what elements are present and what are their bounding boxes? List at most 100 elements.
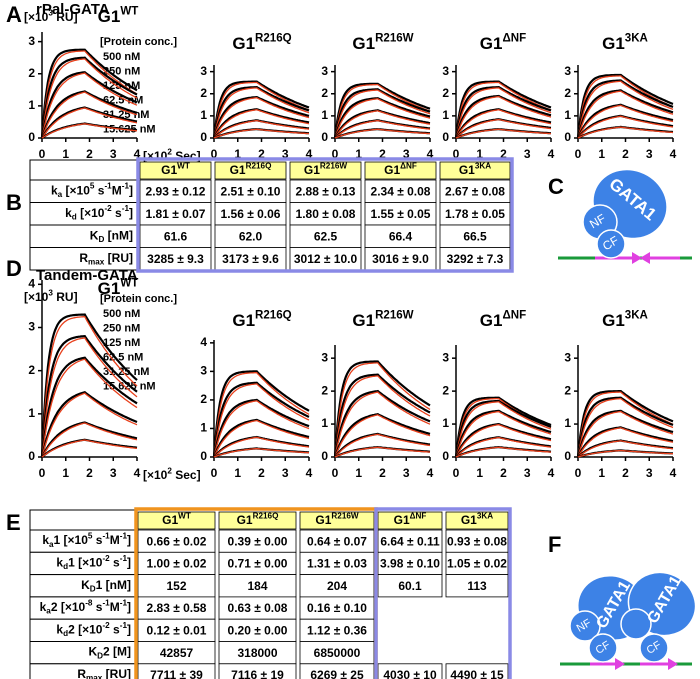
x-tick-label: 1 <box>476 147 483 161</box>
y-tick-label: 2 <box>28 363 35 377</box>
x-tick-label: 1 <box>476 466 483 480</box>
x-tick-label: 4 <box>670 466 677 480</box>
sensorgram <box>576 396 674 458</box>
cell-text: 6850000 <box>314 646 361 660</box>
text-part: k <box>56 556 63 570</box>
text-part: a <box>58 190 63 199</box>
text-part: G1 <box>98 279 121 298</box>
sensorgram <box>40 334 138 458</box>
text-part: [×10 <box>143 468 168 482</box>
text-part: G1 <box>480 34 503 53</box>
text-part: G1 <box>384 163 400 177</box>
chart-title: G1R216W <box>352 33 413 54</box>
cell-text: 0.63 ± 0.08 <box>228 601 288 615</box>
sensorgram <box>576 409 674 458</box>
text-part: R <box>79 251 88 265</box>
fit-curve <box>455 446 552 458</box>
x-tick-label: 1 <box>62 147 69 161</box>
fit-curve <box>334 414 431 458</box>
sensorgram <box>576 79 674 139</box>
cell-text: 7116 ± 19 <box>231 668 284 679</box>
sensorgram <box>576 89 674 139</box>
cell-text: 0.16 ± 0.10 <box>307 601 367 615</box>
column-header: G13KA <box>459 162 491 178</box>
fit-curve <box>213 383 310 458</box>
text-part: d <box>63 562 68 571</box>
text-part: WT <box>177 162 190 171</box>
text-part: s <box>92 600 102 614</box>
fit-curve <box>213 419 310 458</box>
legend-entry: 31.25 nM <box>103 366 149 378</box>
text-part: 1 [nM] <box>96 578 131 592</box>
x-tick-label: 1 <box>355 147 362 161</box>
panel-letter: A <box>6 2 22 27</box>
x-tick-label: 4 <box>548 466 555 480</box>
fit-curve <box>455 109 552 139</box>
sensorgram <box>40 390 138 458</box>
y-tick-label: 0 <box>321 449 328 463</box>
y-tick-label: 0 <box>564 130 571 144</box>
column-header: G1R216Q <box>237 512 279 528</box>
cell <box>377 574 443 598</box>
cell-text: 0.12 ± 0.01 <box>147 624 207 638</box>
fit-curve <box>41 50 138 139</box>
cell-text: 184 <box>247 579 267 593</box>
x-tick-label: 3 <box>524 466 531 480</box>
text-part: s <box>112 206 122 220</box>
cell-text: 0.71 ± 0.00 <box>228 557 288 571</box>
sensorgram <box>333 373 431 458</box>
text-part: G1 <box>237 513 253 527</box>
text-part: R216W <box>375 33 414 45</box>
text-part: M <box>112 183 122 197</box>
fit-curve <box>577 440 674 458</box>
panel-letter: E <box>6 510 21 535</box>
x-axis-unit: [×102 Sec] <box>143 467 201 483</box>
text-part: k <box>65 206 72 220</box>
text-part: G1 <box>394 513 410 527</box>
cell-text: 0.64 ± 0.07 <box>307 534 367 548</box>
sensorgram <box>212 95 310 139</box>
text-part: K <box>90 228 99 242</box>
cell-text: 2.88 ± 0.13 <box>296 184 356 198</box>
cell-text: 1.55 ± 0.05 <box>371 207 431 221</box>
y-tick-label: 2 <box>442 383 449 397</box>
header-cell <box>289 161 362 180</box>
text-part: max <box>86 674 103 679</box>
column-header: G13KA <box>461 512 493 528</box>
text-part: G1 <box>232 34 255 53</box>
x-tick-label: 0 <box>575 147 582 161</box>
cell-text: 60.1 <box>398 579 422 593</box>
cf-domain <box>596 229 626 259</box>
sensorgram <box>40 90 138 139</box>
chart-title: G1ΔNF <box>480 310 526 331</box>
y-axis-unit: [×103 RU] <box>24 289 78 305</box>
cell-text: 2.93 ± 0.12 <box>146 184 206 198</box>
legend-title: [Protein conc.] <box>100 36 177 48</box>
x-tick-label: 1 <box>355 466 362 480</box>
arrow <box>668 658 678 670</box>
text-part: G1 <box>161 163 177 177</box>
text-part: RU] <box>53 10 78 24</box>
text-part: D <box>97 651 103 660</box>
fit-curve <box>334 98 431 139</box>
text-part: RU] <box>53 290 78 304</box>
y-tick-label: 3 <box>564 64 571 78</box>
text-part: 5 <box>88 532 93 541</box>
text-part: D <box>98 235 104 244</box>
cell <box>29 509 137 531</box>
x-tick-label: 3 <box>646 147 653 161</box>
text-part: ΔNF <box>400 162 417 171</box>
text-part: 3KA <box>477 512 493 521</box>
cell-text: 4030 ± 10 <box>383 668 437 679</box>
x-tick-label: 0 <box>332 147 339 161</box>
panel-title: rPal-GATA <box>36 1 110 18</box>
sensorgram <box>576 390 674 458</box>
y-tick-label: 1 <box>321 108 328 122</box>
x-tick-label: 2 <box>500 147 507 161</box>
text-part: 1 [×10 <box>54 533 89 547</box>
text-part: M <box>110 533 120 547</box>
cf-domain <box>639 633 669 663</box>
diagram-c: GATA1 NF CF <box>558 170 692 264</box>
sensorgram <box>334 432 431 458</box>
fit-curve <box>334 83 431 139</box>
